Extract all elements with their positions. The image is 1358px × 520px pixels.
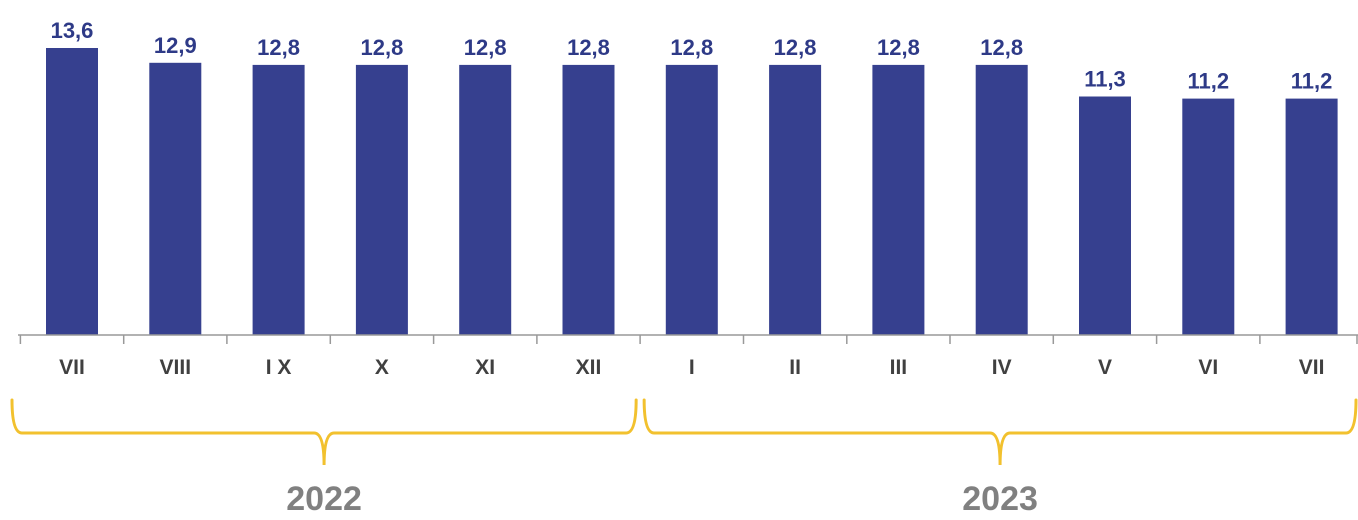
bar <box>975 64 1028 336</box>
bar-value-label: 12,8 <box>567 35 610 60</box>
value-labels-layer: 13,6 12,9 12,8 12,8 12,8 12,8 12,8 12,8 12,8 12,8… <box>51 18 1333 94</box>
bar <box>355 64 408 336</box>
x-tick-label: VII <box>1299 356 1325 379</box>
bar-value-label: 12,9 <box>154 33 197 58</box>
bar <box>872 64 925 336</box>
year-brace <box>642 398 1358 466</box>
bar <box>252 64 305 336</box>
bar-value-label: 12,8 <box>670 35 713 60</box>
year-label: 2022 <box>286 480 362 518</box>
x-tick-label: XI <box>475 356 495 379</box>
bar <box>562 64 615 336</box>
x-tick-label: VI <box>1198 356 1218 379</box>
bar-value-label: 12,8 <box>980 35 1023 60</box>
bar <box>665 64 718 336</box>
x-tick-label: I <box>689 356 695 379</box>
bar <box>1285 98 1338 335</box>
x-tick-label: I X <box>266 356 292 379</box>
bar-value-label: 12,8 <box>464 35 507 60</box>
bar <box>149 62 202 336</box>
bar-value-label: 12,8 <box>877 35 920 60</box>
bar-value-label: 13,6 <box>51 18 94 43</box>
bars-layer <box>46 48 1338 336</box>
bar-value-label: 11,2 <box>1187 69 1229 94</box>
bar-value-label: 11,3 <box>1084 67 1126 92</box>
x-tick-label: VII <box>59 356 85 379</box>
bar <box>1079 96 1131 335</box>
x-tick-label: III <box>890 356 908 379</box>
year-braces <box>10 398 1358 466</box>
x-tick-label: V <box>1098 356 1112 379</box>
x-tick-label: XII <box>576 356 602 379</box>
bar <box>459 64 512 336</box>
x-axis-tick-labels: VII VIII I X X XI XII I II III IV V VI VII <box>59 356 1324 379</box>
bar <box>1182 98 1235 335</box>
year-labels-layer: 2022 2023 <box>286 480 1038 518</box>
bar-value-label: 12,8 <box>257 35 300 60</box>
x-axis-ticks <box>19 335 1358 344</box>
year-brace <box>10 398 638 466</box>
bar <box>46 48 98 335</box>
bar <box>769 64 822 336</box>
bar-value-label: 11,2 <box>1291 69 1333 94</box>
bar-value-label: 12,8 <box>360 35 403 60</box>
x-tick-label: VIII <box>160 356 192 379</box>
year-label: 2023 <box>962 480 1038 518</box>
x-tick-label: X <box>375 356 389 379</box>
x-tick-label: IV <box>992 356 1012 379</box>
bar-value-label: 12,8 <box>774 35 817 60</box>
x-tick-label: II <box>789 356 801 379</box>
